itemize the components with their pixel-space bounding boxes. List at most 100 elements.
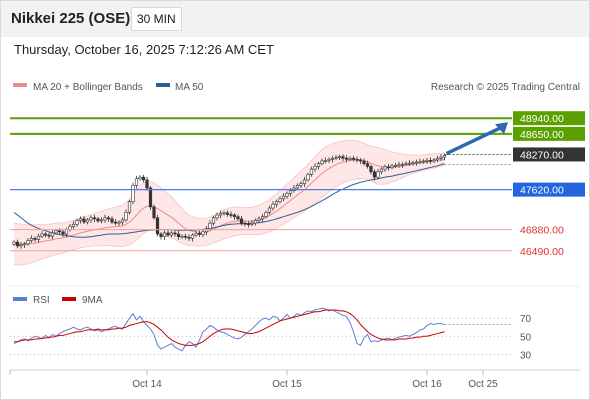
candle-body bbox=[54, 230, 58, 234]
instrument-title: Nikkei 225 (OSE) bbox=[11, 10, 131, 27]
resistance-tag bbox=[513, 111, 585, 126]
bollinger-band-fill bbox=[14, 140, 445, 266]
candle-body bbox=[148, 187, 153, 208]
candle-body bbox=[26, 240, 30, 245]
ma20-legend-label: MA 20 + Bollinger Bands bbox=[33, 82, 143, 93]
candle-body bbox=[369, 166, 373, 173]
candle-body bbox=[208, 222, 212, 229]
candle-body bbox=[218, 213, 223, 216]
candle-body bbox=[278, 198, 282, 202]
ma50-legend-label: MA 50 bbox=[175, 82, 204, 93]
candle-body bbox=[348, 157, 352, 160]
candle-body bbox=[250, 222, 254, 225]
candle-body bbox=[365, 163, 370, 167]
ma9-legend-label: 9MA bbox=[82, 295, 103, 306]
candle-body bbox=[243, 222, 247, 225]
candle-body bbox=[152, 206, 156, 219]
rsi-plot: 70 50 30 bbox=[10, 307, 532, 361]
candle-body bbox=[425, 160, 429, 162]
candle-body bbox=[239, 218, 244, 224]
candle-body bbox=[71, 223, 76, 227]
candle-body bbox=[330, 157, 335, 160]
candle-body bbox=[169, 232, 174, 236]
candle-body bbox=[390, 165, 394, 168]
candle-body bbox=[418, 161, 422, 163]
ma9-line bbox=[14, 309, 445, 346]
candle-body bbox=[246, 223, 251, 226]
candle-body bbox=[204, 228, 209, 233]
candle-body bbox=[355, 159, 359, 161]
candle-body bbox=[43, 233, 48, 236]
candle-body bbox=[414, 161, 419, 164]
candle-body bbox=[344, 157, 349, 160]
candle-body bbox=[117, 221, 121, 224]
candle-body bbox=[197, 233, 202, 235]
candle-body bbox=[155, 217, 160, 235]
pivot-tag bbox=[513, 147, 585, 162]
candle-body bbox=[89, 217, 93, 221]
candle-body bbox=[159, 233, 163, 238]
ma20-legend-swatch bbox=[13, 83, 27, 87]
candle-body bbox=[138, 176, 142, 180]
candle-body bbox=[271, 203, 275, 209]
candle-body bbox=[19, 244, 23, 247]
candle-body bbox=[47, 234, 51, 237]
candle-body bbox=[358, 159, 363, 162]
candle-body bbox=[428, 160, 433, 162]
candle-body bbox=[341, 156, 345, 159]
candle-body bbox=[187, 236, 191, 239]
candle-body bbox=[36, 235, 41, 240]
candle-body bbox=[22, 243, 27, 246]
candle-body bbox=[61, 231, 65, 235]
candle-body bbox=[162, 232, 167, 238]
candle-body bbox=[64, 229, 69, 235]
candle-body bbox=[257, 218, 261, 221]
candle-body bbox=[435, 157, 440, 161]
candle-body bbox=[337, 156, 342, 158]
candle-body bbox=[285, 193, 289, 197]
candle-body bbox=[421, 160, 426, 163]
candle-body bbox=[166, 232, 170, 236]
bollinger-upper-line bbox=[13, 139, 445, 226]
candle-body bbox=[225, 212, 230, 215]
candle-body bbox=[306, 174, 310, 181]
candle-body bbox=[299, 183, 303, 186]
price-plot bbox=[12, 139, 447, 266]
candle-body bbox=[264, 212, 268, 217]
candle-body bbox=[145, 179, 149, 189]
candle-body bbox=[253, 220, 258, 224]
candle-body bbox=[103, 217, 107, 221]
ma50-line bbox=[13, 163, 445, 238]
rsi-legend-swatch bbox=[13, 297, 27, 301]
candle-body bbox=[96, 218, 100, 222]
candle-body bbox=[12, 241, 16, 245]
candle-body bbox=[99, 219, 104, 222]
x-tick-label: Oct 16 bbox=[412, 379, 442, 390]
candle-body bbox=[75, 220, 79, 225]
candle-body bbox=[113, 221, 118, 224]
candle-body bbox=[442, 155, 447, 158]
candle-body bbox=[400, 163, 405, 166]
timeframe-badge[interactable]: 30 MIN bbox=[131, 7, 182, 31]
candle-body bbox=[351, 157, 356, 160]
x-axis: Oct 14 Oct 15 Oct 16 Oct 25 bbox=[9, 370, 498, 390]
candle-body bbox=[411, 162, 415, 164]
candle-body bbox=[176, 233, 181, 238]
resistance-label: 48650.00 bbox=[520, 129, 564, 141]
bollinger-lower-line bbox=[13, 164, 445, 266]
support-label: 47620.00 bbox=[520, 185, 564, 197]
x-tick-label: Oct 15 bbox=[272, 379, 302, 390]
forecast-arrow-head bbox=[495, 122, 508, 135]
x-tick-label: Oct 14 bbox=[132, 379, 162, 390]
candle-body bbox=[134, 178, 139, 186]
candle-body bbox=[78, 218, 83, 221]
candle-body bbox=[309, 168, 314, 175]
candle-body bbox=[362, 160, 366, 164]
candle-body bbox=[302, 179, 307, 184]
level-lines: 48940.00 48650.00 48270.00 47620.00 46880.00… bbox=[10, 111, 585, 258]
candle-body bbox=[29, 238, 34, 241]
support-label: 46490.00 bbox=[520, 246, 564, 258]
ma9-legend-swatch bbox=[62, 297, 76, 301]
